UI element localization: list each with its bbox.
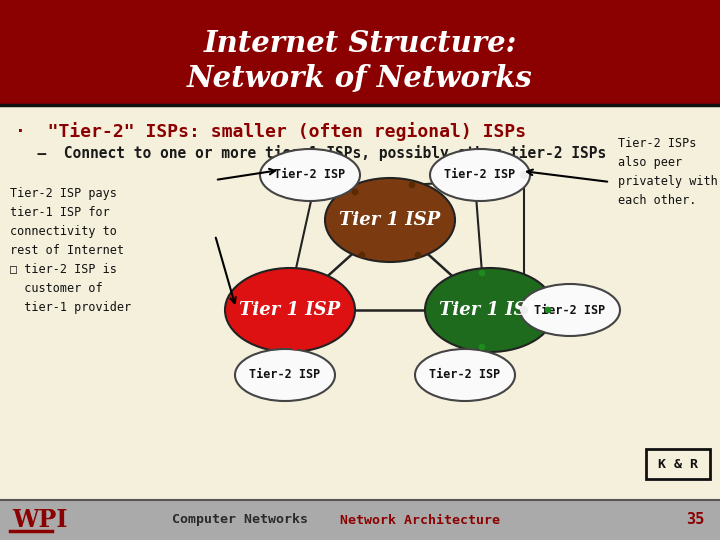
Bar xyxy=(0,0,720,105)
Ellipse shape xyxy=(225,268,355,352)
Text: Tier 1 ISP: Tier 1 ISP xyxy=(339,211,441,229)
Circle shape xyxy=(409,183,415,188)
Text: Network of Networks: Network of Networks xyxy=(187,64,533,93)
Text: Tier-2 ISPs
also peer
privately with
each other.: Tier-2 ISPs also peer privately with eac… xyxy=(618,137,718,207)
Ellipse shape xyxy=(520,284,620,336)
Ellipse shape xyxy=(260,149,360,201)
Ellipse shape xyxy=(430,149,530,201)
Circle shape xyxy=(292,270,298,276)
Text: Tier-2 ISP: Tier-2 ISP xyxy=(249,368,320,381)
Text: K & R: K & R xyxy=(658,457,698,470)
FancyBboxPatch shape xyxy=(646,449,710,479)
Circle shape xyxy=(292,345,298,350)
Bar xyxy=(0,500,720,540)
Text: Internet Structure:: Internet Structure: xyxy=(203,29,517,57)
Ellipse shape xyxy=(325,178,455,262)
Ellipse shape xyxy=(425,268,555,352)
Text: Tier-2 ISP: Tier-2 ISP xyxy=(274,168,346,181)
Circle shape xyxy=(480,270,485,276)
Circle shape xyxy=(521,172,528,179)
Text: 35: 35 xyxy=(686,512,704,528)
Text: WPI: WPI xyxy=(12,508,68,532)
Ellipse shape xyxy=(235,349,335,401)
Text: Tier-2 ISP: Tier-2 ISP xyxy=(534,303,606,316)
Text: Tier-2 ISP pays
tier-1 ISP for
connectivity to
rest of Internet
□ tier-2 ISP is
: Tier-2 ISP pays tier-1 ISP for connectiv… xyxy=(10,186,131,314)
Text: –  Connect to one or more tier-1 ISPs, possibly other tier-2 ISPs: – Connect to one or more tier-1 ISPs, po… xyxy=(20,145,606,161)
Circle shape xyxy=(229,305,235,310)
Ellipse shape xyxy=(415,349,515,401)
Circle shape xyxy=(352,189,358,195)
Text: Tier 1 ISP: Tier 1 ISP xyxy=(240,301,341,319)
Text: Tier-2 ISP: Tier-2 ISP xyxy=(444,168,516,181)
Circle shape xyxy=(359,252,365,258)
Circle shape xyxy=(415,252,420,258)
Text: Tier 1 ISP: Tier 1 ISP xyxy=(439,301,541,319)
Circle shape xyxy=(521,307,528,314)
Text: Computer Networks: Computer Networks xyxy=(172,514,308,526)
Circle shape xyxy=(480,345,485,350)
Text: Tier-2 ISP: Tier-2 ISP xyxy=(429,368,500,381)
Text: ·  "Tier-2" ISPs: smaller (often regional) ISPs: · "Tier-2" ISPs: smaller (often regional… xyxy=(15,123,526,141)
Circle shape xyxy=(545,307,551,313)
Text: Network Architecture: Network Architecture xyxy=(340,514,500,526)
